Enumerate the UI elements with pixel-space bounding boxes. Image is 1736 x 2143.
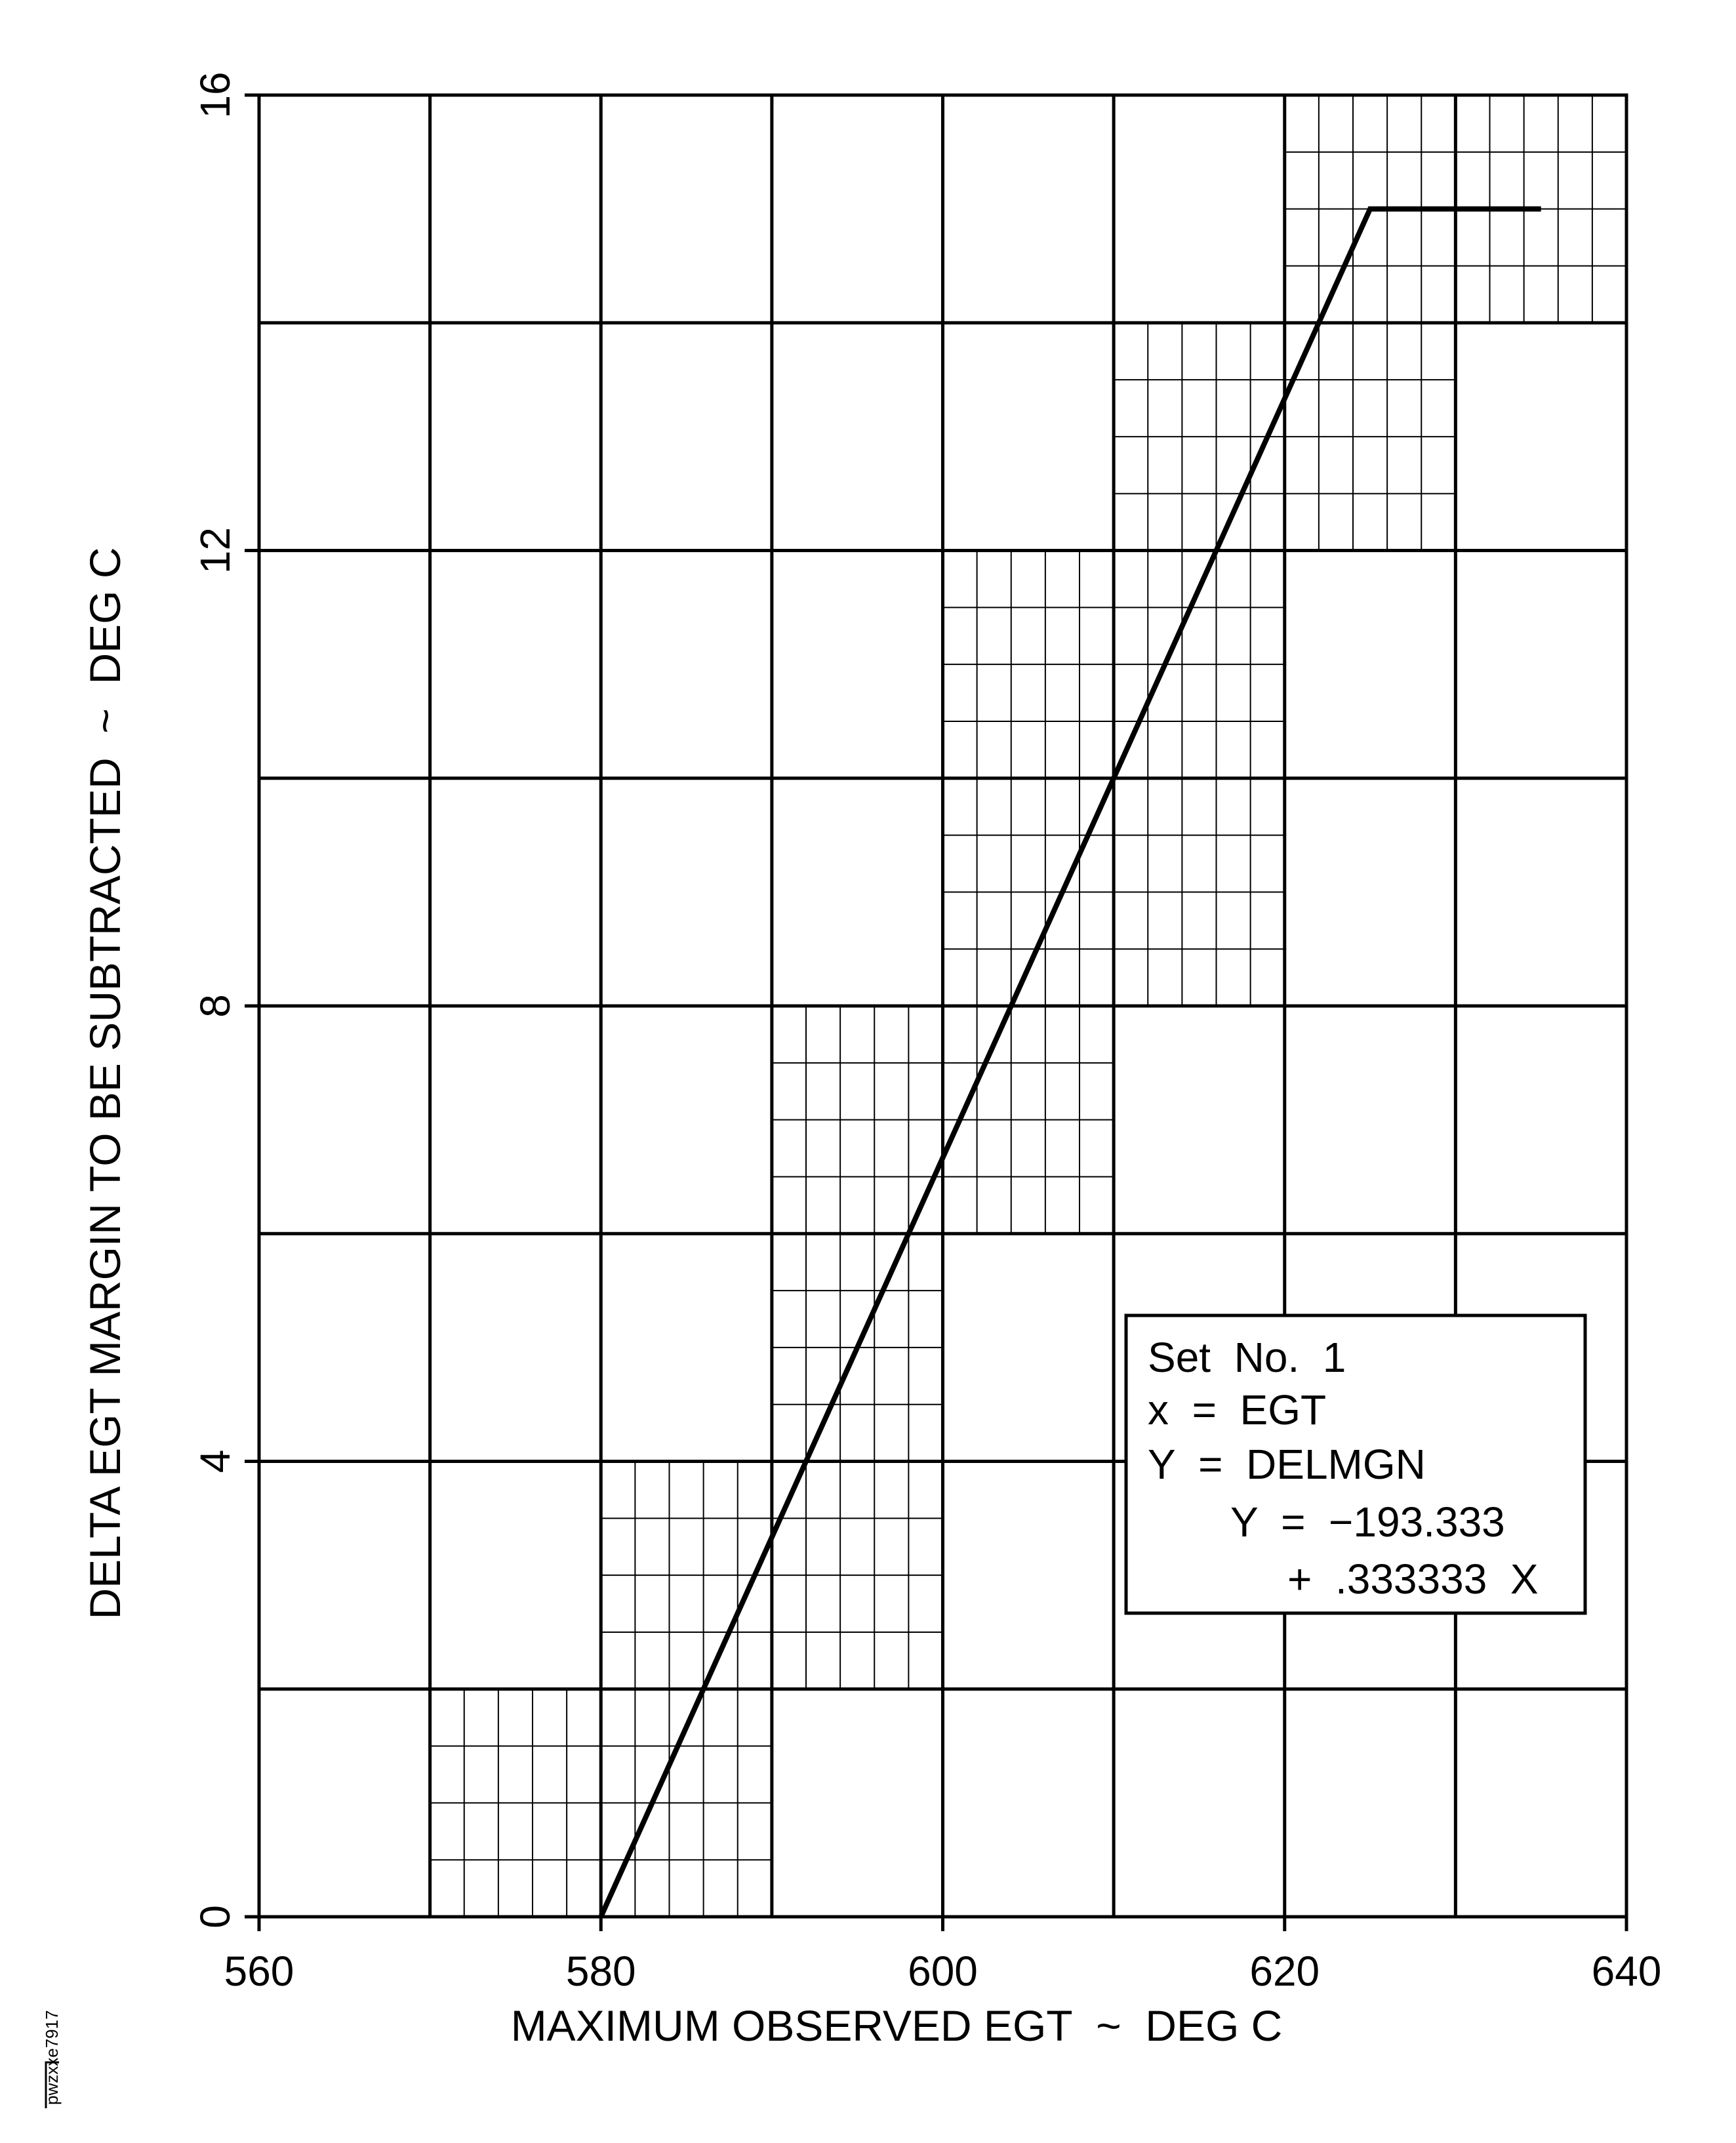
x-axis-label: MAXIMUM OBSERVED EGT ~ DEG C [511, 2001, 1283, 2050]
y-tick-label: 0 [192, 1905, 239, 1929]
y-axis-label: DELTA EGT MARGIN TO BE SUBTRACTED ~ DEG … [81, 547, 129, 1619]
x-tick-label: 580 [566, 1948, 636, 1995]
x-tick-labels: 560 580 600 620 640 [224, 1917, 1662, 1995]
equation-line-x: x = EGT [1148, 1386, 1326, 1433]
equation-line-set: Set No. 1 [1148, 1334, 1346, 1381]
equation-line-y: Y = DELMGN [1148, 1441, 1426, 1488]
figure-id-tag: pwzxxe7917 [42, 2010, 62, 2108]
y-tick-label: 12 [192, 527, 239, 574]
x-tick-label: 620 [1249, 1948, 1320, 1995]
y-tick-label: 16 [192, 71, 239, 118]
y-tick-label: 8 [192, 994, 239, 1018]
equation-box: Set No. 1 x = EGT Y = DELMGN Y = −193.33… [1126, 1315, 1585, 1613]
x-tick-label: 600 [908, 1948, 978, 1995]
y-tick-label: 4 [192, 1450, 239, 1473]
figure-id-text: pwzxxe7917 [42, 2010, 62, 2105]
x-tick-label: 640 [1592, 1948, 1662, 1995]
y-tick-labels: 0 4 8 12 16 [192, 71, 259, 1928]
equation-line-formula: Y = −193.333 [1230, 1498, 1505, 1546]
equation-line-formula-cont: + .333333 X [1287, 1555, 1539, 1603]
x-tick-label: 560 [224, 1948, 294, 1995]
